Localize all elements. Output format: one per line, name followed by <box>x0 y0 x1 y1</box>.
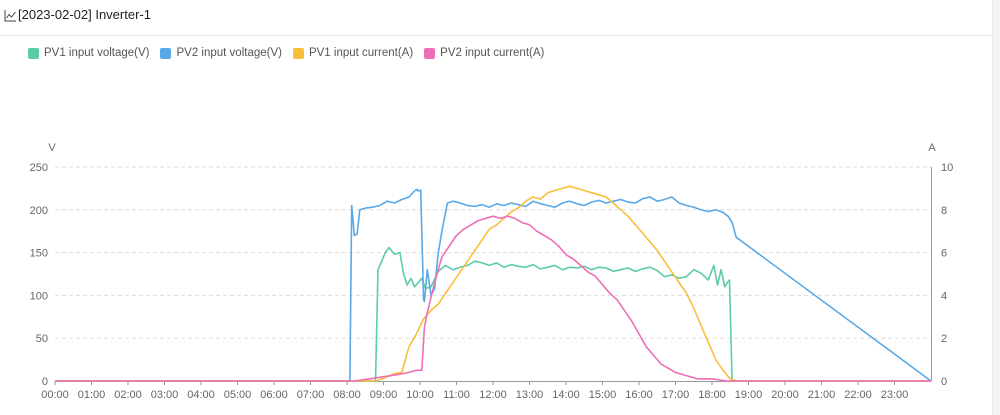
x-tick-label: 11:00 <box>443 389 470 401</box>
y-left-axis-name: V <box>48 142 56 154</box>
x-tick-label: 08:00 <box>333 389 361 401</box>
series-line-1 <box>55 188 932 382</box>
y-right-tick-label: 10 <box>941 162 953 174</box>
legend-swatch-pv2-voltage <box>160 47 172 59</box>
x-tick-label: 21:00 <box>808 389 836 401</box>
x-tick-label: 05:00 <box>224 389 252 401</box>
series-line-0 <box>55 246 931 382</box>
y-right-tick-label: 8 <box>941 205 947 217</box>
x-tick-label: 07:00 <box>297 389 325 401</box>
y-left-tick-label: 150 <box>30 248 48 260</box>
x-tick-label: 16:00 <box>625 389 653 401</box>
y-right-tick-label: 4 <box>941 290 947 302</box>
x-tick-label: 04:00 <box>187 389 215 401</box>
x-tick-label: 22:00 <box>844 389 872 401</box>
legend-swatch-pv2-current <box>424 47 436 59</box>
y-left-tick-label: 100 <box>30 290 48 302</box>
chart-title-wrap: [2023-02-02] Inverter-1 <box>4 7 151 23</box>
x-tick-label: 20:00 <box>771 389 799 401</box>
y-right-tick-label: 6 <box>941 248 947 260</box>
series-line-3 <box>55 215 931 382</box>
x-tick-label: 09:00 <box>370 389 398 401</box>
legend-item-pv1-current[interactable]: PV1 input current(A) <box>292 47 414 59</box>
legend-label-pv1-current: PV1 input current(A) <box>308 47 414 59</box>
x-tick-label: 12:00 <box>479 389 507 401</box>
x-tick-label: 15:00 <box>589 389 617 401</box>
y-right-tick-label: 2 <box>941 333 947 345</box>
x-tick-label: 13:00 <box>516 389 544 401</box>
x-tick-label: 06:00 <box>260 389 288 401</box>
x-tick-label: 23:00 <box>881 389 909 401</box>
y-left-tick-label: 50 <box>36 333 48 345</box>
legend-item-pv2-voltage[interactable]: PV2 input voltage(V) <box>160 47 282 59</box>
scrollbar[interactable] <box>993 0 1000 415</box>
y-left-tick-label: 200 <box>30 205 48 217</box>
legend-item-pv2-current[interactable]: PV2 input current(A) <box>424 47 544 59</box>
x-tick-label: 18:00 <box>698 389 726 401</box>
x-tick-label: 17:00 <box>662 389 690 401</box>
legend-swatch-pv1-current <box>292 47 304 59</box>
x-tick-label: 00:00 <box>41 389 69 401</box>
legend-label-pv2-voltage: PV2 input voltage(V) <box>176 47 282 59</box>
line-chart-icon <box>4 9 16 21</box>
chart-header: [2023-02-02] Inverter-1 <box>0 0 992 36</box>
legend-item-pv1-voltage[interactable]: PV1 input voltage(V) <box>28 47 149 59</box>
y-left-tick-label: 250 <box>30 162 48 174</box>
legend-label-pv2-current: PV2 input current(A) <box>440 47 545 59</box>
legend-swatch-pv1-voltage <box>28 47 39 59</box>
x-tick-label: 03:00 <box>151 389 179 401</box>
series-line-2 <box>55 185 931 382</box>
x-tick-label: 02:00 <box>114 389 142 401</box>
x-tick-label: 01:00 <box>78 389 106 401</box>
legend-label-pv1-voltage: PV1 input voltage(V) <box>44 47 150 59</box>
x-tick-label: 19:00 <box>735 389 763 401</box>
y-right-axis-name: A <box>928 142 936 154</box>
chart-legend: PV1 input voltage(V) PV2 input voltage(V… <box>28 47 555 59</box>
chart-title: [2023-02-02] Inverter-1 <box>18 7 151 22</box>
y-right-tick-label: 0 <box>941 376 947 388</box>
x-tick-label: 14:00 <box>552 389 580 401</box>
x-tick-label: 10:00 <box>406 389 434 401</box>
y-left-tick-label: 0 <box>42 376 48 388</box>
